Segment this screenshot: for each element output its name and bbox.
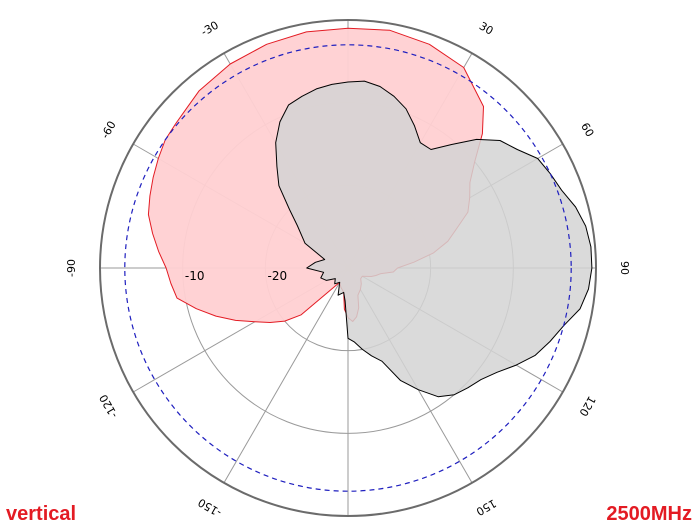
angle-tick-label: 150 [474,496,499,518]
angle-tick-label: -120 [97,392,121,420]
pattern-series [147,27,593,398]
angle-tick-label: 120 [576,394,598,419]
angle-tick-label: -30 [199,19,221,39]
outer-ring [99,19,597,517]
reference-circle [124,44,572,492]
reference-overlays [99,19,597,517]
radial-tick-label: -10 [185,269,205,283]
series-2-trace [275,80,593,398]
angle-tick-label: -150 [196,495,224,519]
angle-tick-label: -60 [99,119,119,141]
angle-tick-label: -90 [65,259,78,277]
angle-tick-label: 60 [578,121,596,140]
radial-tick-label: -20 [267,269,287,283]
angle-tick-label: 30 [477,20,496,38]
grid-spoke [223,267,349,484]
frequency-label: 2500MHz [606,503,692,525]
angle-tick-label: 90 [618,261,631,275]
polarization-label: vertical [6,503,77,525]
